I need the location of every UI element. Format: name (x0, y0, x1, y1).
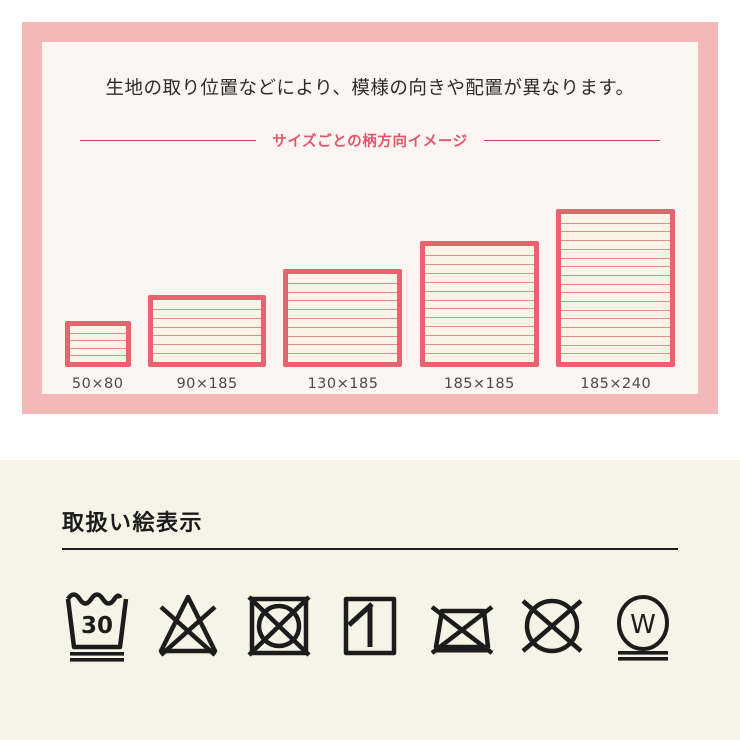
size-label: 185×185 (443, 376, 515, 392)
swatch-stripes (424, 246, 534, 362)
pattern-panel-border: 生地の取り位置などにより、模様の向きや配置が異なります。 サイズごとの柄方向イメ… (22, 22, 718, 414)
size-swatch (283, 269, 403, 367)
size-swatch (556, 209, 676, 367)
wetclean-very-gentle-icon: W (608, 585, 678, 663)
size-swatch (419, 241, 539, 367)
pattern-panel-inner: 生地の取り位置などにより、模様の向きや配置が異なります。 サイズごとの柄方向イメ… (42, 42, 698, 394)
swatch-stripes (69, 326, 126, 362)
subtitle-rule-left (80, 140, 257, 141)
pattern-subtitle-text: サイズごとの柄方向イメージ (272, 134, 468, 150)
size-item: 50×80 (64, 321, 131, 392)
svg-text:30: 30 (81, 613, 113, 639)
size-label: 50×80 (71, 376, 124, 392)
care-instructions-section: 取扱い絵表示 30 (0, 460, 740, 740)
size-swatch (148, 295, 267, 367)
swatch-stripes (153, 300, 262, 362)
size-label: 90×185 (176, 376, 238, 392)
size-item: 185×240 (556, 209, 676, 392)
svg-text:W: W (630, 610, 656, 640)
size-item: 90×185 (148, 295, 267, 392)
line-dry-in-shade-icon (335, 585, 405, 663)
do-not-iron-icon (426, 585, 496, 663)
size-item: 185×185 (419, 241, 539, 392)
pattern-subtitle-row: サイズごとの柄方向イメージ (80, 130, 660, 151)
do-not-dryclean-icon (517, 585, 587, 663)
pattern-direction-section: 生地の取り位置などにより、模様の向きや配置が異なります。 サイズごとの柄方向イメ… (22, 22, 718, 414)
care-symbol-row: 30 (62, 585, 678, 663)
size-label: 130×185 (307, 376, 379, 392)
care-title-divider (62, 548, 678, 550)
size-item: 130×185 (283, 269, 403, 392)
pattern-note-text: 生地の取り位置などにより、模様の向きや配置が異なります。 (105, 78, 635, 99)
wash-30-very-gentle-icon: 30 (62, 585, 132, 663)
care-section-title: 取扱い絵表示 (62, 511, 204, 536)
swatch-stripes (561, 214, 671, 362)
do-not-bleach-icon (153, 585, 223, 663)
size-label: 185×240 (580, 376, 652, 392)
swatch-stripes (288, 274, 398, 362)
do-not-tumble-dry-icon (244, 585, 314, 663)
size-swatch (64, 321, 131, 367)
size-comparison-chart: 50×80 90×185 130×185 185×185 185×240 (56, 162, 684, 392)
subtitle-rule-right (483, 140, 660, 141)
